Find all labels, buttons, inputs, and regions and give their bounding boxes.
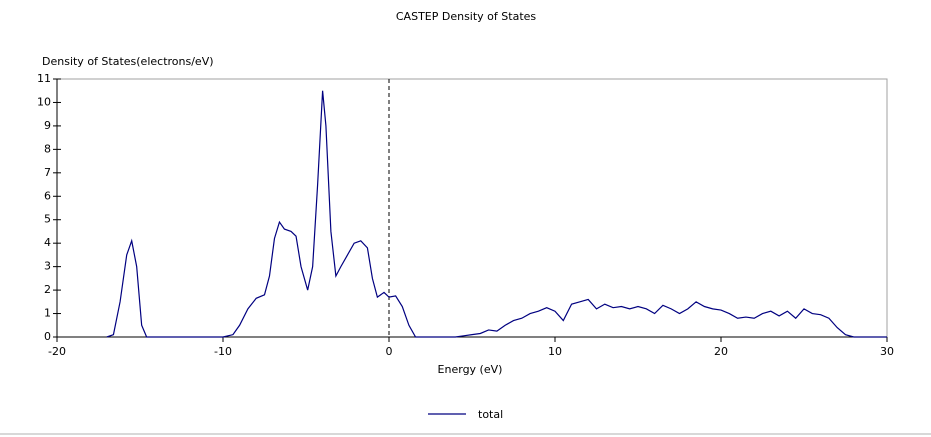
y-tick-label: 10 [37, 95, 51, 108]
y-tick-label: 11 [37, 72, 51, 85]
plot-frame [56, 78, 888, 338]
y-tick-label: 8 [44, 142, 51, 155]
dos-line [106, 90, 887, 338]
y-tick-label: 1 [44, 307, 51, 320]
legend-label: total [478, 408, 503, 421]
y-tick-label: 0 [44, 330, 51, 343]
x-tick-label: 10 [548, 345, 562, 358]
x-tick-label: 30 [880, 345, 894, 358]
y-axis-label: Density of States(electrons/eV) [42, 55, 214, 68]
x-tick-label: 0 [386, 345, 393, 358]
y-tick-label: 2 [44, 283, 51, 296]
y-tick-label: 9 [44, 119, 51, 132]
y-tick-label: 4 [44, 236, 51, 249]
y-tick-label: 3 [44, 260, 51, 273]
x-tick-label: 20 [714, 345, 728, 358]
y-tick-label: 6 [44, 189, 51, 202]
x-axis-label: Energy (eV) [438, 363, 503, 376]
y-tick-label: 7 [44, 166, 51, 179]
y-tick-label: 5 [44, 213, 51, 226]
chart-title: CASTEP Density of States [396, 10, 537, 23]
x-tick-label: -10 [214, 345, 232, 358]
x-tick-label: -20 [48, 345, 66, 358]
